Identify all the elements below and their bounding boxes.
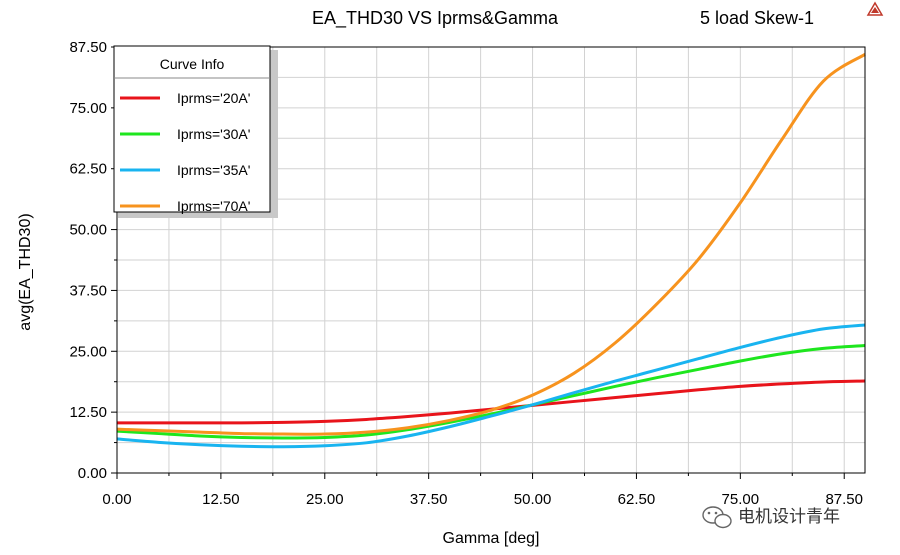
y-tick-label: 62.50 xyxy=(69,161,107,178)
series-lines xyxy=(116,53,866,449)
y-tick-label: 37.50 xyxy=(69,282,107,299)
series-line-3[interactable] xyxy=(116,323,866,449)
legend-entry-label: Iprms='70A' xyxy=(177,198,250,214)
y-tick-label: 50.00 xyxy=(69,222,107,239)
chart-title: EA_THD30 VS Iprms&Gamma xyxy=(312,8,559,29)
x-tick-label: 87.50 xyxy=(825,491,863,508)
legend-box xyxy=(113,45,271,213)
watermark: 电机设计青年 xyxy=(702,506,840,529)
x-tick-label: 25.00 xyxy=(306,491,344,508)
x-tick-label: 0.00 xyxy=(102,491,131,508)
series-line-4[interactable] xyxy=(116,53,866,436)
y-tick-label: 75.00 xyxy=(69,100,107,117)
series-line-2[interactable] xyxy=(116,343,866,440)
y-axis-label: avg(EA_THD30) xyxy=(17,213,34,330)
legend[interactable]: Curve Info Iprms='20A' Iprms='30A' Iprms='… xyxy=(113,45,278,218)
y-tick-label: 0.00 xyxy=(78,465,107,482)
x-tick-label: 37.50 xyxy=(410,491,448,508)
y-axis: 0.00 12.50 25.00 37.50 50.00 62.50 75.00 87.50 xyxy=(69,39,117,482)
y-tick-label: 87.50 xyxy=(69,39,107,56)
y-tick-label: 12.50 xyxy=(69,404,107,421)
legend-entry-label: Iprms='30A' xyxy=(177,126,250,142)
x-axis-label: Gamma [deg] xyxy=(443,530,540,547)
x-tick-label: 50.00 xyxy=(514,491,552,508)
app-logo-icon xyxy=(866,1,884,16)
wechat-icon xyxy=(702,506,732,529)
watermark-text: 电机设计青年 xyxy=(738,507,840,526)
legend-title: Curve Info xyxy=(160,56,225,72)
y-tick-label: 25.00 xyxy=(69,343,107,360)
legend-entry-label: Iprms='20A' xyxy=(177,90,250,106)
x-tick-label: 75.00 xyxy=(722,491,760,508)
x-tick-label: 12.50 xyxy=(202,491,240,508)
legend-entry-label: Iprms='35A' xyxy=(177,162,250,178)
x-tick-label: 62.50 xyxy=(618,491,656,508)
x-axis: 0.00 12.50 25.00 37.50 50.00 62.50 75.00 87.50 xyxy=(102,473,863,508)
chart-subtitle: 5 load Skew-1 xyxy=(700,8,814,28)
